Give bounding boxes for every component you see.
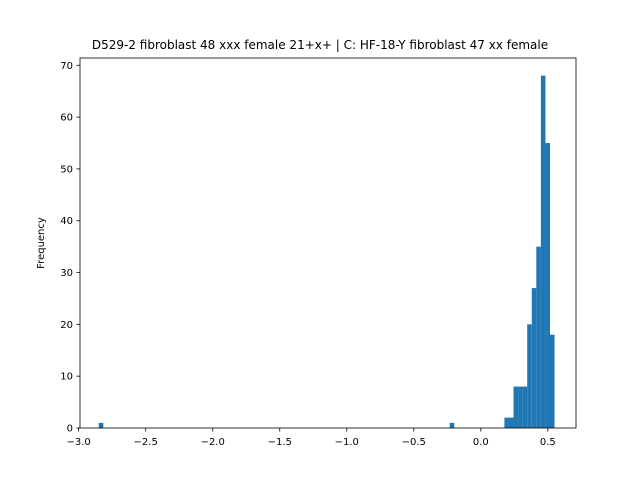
x-tick-label: −0.5 (402, 437, 426, 448)
x-axis: −3.0 −2.5 −2.0 −1.5 −1.0 −0.5 0.0 0.5 (67, 428, 556, 448)
x-tick-label: −1.5 (268, 437, 292, 448)
histogram-bar (545, 142, 550, 428)
y-tick-label: 50 (60, 164, 73, 175)
x-tick-label: −2.5 (134, 437, 158, 448)
histogram-bar (504, 417, 509, 428)
histogram-bar (531, 288, 537, 428)
chart-title: D529-2 fibroblast 48 xxx female 21+x+ | … (92, 38, 548, 52)
histogram-bar (98, 422, 104, 428)
x-tick-label: −2.0 (201, 437, 225, 448)
histogram-bar (527, 324, 532, 428)
y-tick-label: 70 (60, 61, 73, 72)
x-tick-label: 0.0 (473, 437, 489, 448)
y-tick-label: 0 (67, 424, 73, 435)
y-axis-title: Frequency (36, 217, 47, 269)
histogram-bar (449, 422, 455, 428)
histogram-bar (518, 386, 523, 428)
y-tick-label: 10 (60, 372, 73, 383)
histogram-bar (540, 75, 546, 428)
plot-area-frame (79, 57, 577, 429)
y-tick-label: 40 (60, 216, 73, 227)
histogram-bar (536, 246, 541, 428)
y-tick-label: 60 (60, 113, 73, 124)
y-tick-label: 20 (60, 320, 73, 331)
histogram-bar (513, 386, 519, 428)
y-tick-label: 30 (60, 268, 73, 279)
x-tick-label: 0.5 (540, 437, 556, 448)
x-tick-label: −1.0 (335, 437, 359, 448)
x-tick-label: −3.0 (67, 437, 91, 448)
histogram-bar (549, 334, 555, 428)
y-axis: 0 10 20 30 40 50 60 70 (60, 61, 80, 435)
bars (98, 75, 555, 428)
histogram-bar (508, 417, 514, 428)
histogram-bar (522, 386, 528, 428)
